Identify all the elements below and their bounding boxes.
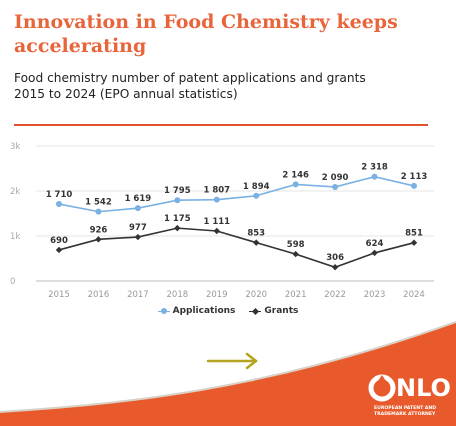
grants-data-label: 977	[129, 223, 147, 233]
applications-data-label: 1 619	[125, 194, 152, 204]
subtitle-line-1: Food chemistry number of patent applicat…	[14, 71, 366, 85]
grants-data-label: 1 111	[203, 217, 230, 227]
grants-data-label: 926	[90, 225, 108, 235]
x-tick-label: 2015	[48, 290, 70, 300]
applications-point	[332, 183, 339, 190]
applications-data-label: 2 318	[361, 163, 388, 173]
logo-wordmark: NLO	[396, 374, 451, 402]
x-tick-label: 2017	[127, 290, 149, 300]
grants-point	[253, 239, 260, 246]
grants-point	[134, 233, 142, 241]
legend-label-grants: Grants	[264, 306, 299, 316]
applications-data-label: 1 795	[164, 186, 191, 196]
applications-point	[95, 208, 102, 215]
applications-point	[134, 205, 141, 212]
legend-item-applications[interactable]: Applications	[157, 306, 236, 316]
chart-subtitle: Food chemistry number of patent applicat…	[14, 70, 434, 102]
x-tick-label: 2021	[285, 290, 307, 300]
grants-point	[55, 246, 63, 254]
arrow-right-icon	[206, 352, 258, 370]
logo-tagline-line-1: EUROPEAN PATENT AND	[374, 406, 437, 411]
legend-item-grants[interactable]: Grants	[249, 306, 298, 316]
grants-point	[371, 249, 378, 257]
applications-point	[213, 196, 220, 203]
footer-wave	[0, 322, 456, 426]
legend-swatch-applications	[157, 307, 170, 315]
grants-data-label: 1 175	[164, 214, 191, 224]
applications-point	[371, 173, 378, 180]
applications-point	[56, 201, 62, 208]
x-tick-label: 2023	[364, 290, 386, 300]
grants-point	[95, 236, 102, 243]
applications-point	[253, 192, 260, 199]
grants-data-label: 598	[287, 240, 305, 250]
grants-point	[410, 239, 418, 246]
grants-data-label: 853	[247, 229, 265, 239]
logo-tagline-line-2: TRADEMARK ATTORNEY	[374, 412, 436, 417]
grants-point	[292, 250, 299, 258]
nlo-logo-mark	[368, 374, 396, 402]
grants-point	[174, 224, 181, 232]
applications-data-label: 2 090	[322, 173, 349, 183]
x-tick-label: 2024	[403, 290, 425, 300]
grants-point	[331, 264, 339, 271]
footer-wave-edge	[0, 321, 456, 413]
applications-line	[58, 175, 415, 213]
applications-point	[411, 182, 417, 189]
applications-point	[292, 181, 299, 188]
applications-data-label: 1 894	[243, 182, 270, 192]
x-tick-label: 2020	[245, 290, 267, 300]
grants-point	[213, 227, 220, 235]
nlo-logo: NLO EUROPEAN PATENT AND TRADEMARK ATTORN…	[366, 372, 451, 422]
applications-data-label: 1 542	[85, 198, 112, 208]
x-tick-label: 2022	[324, 290, 346, 300]
applications-data-label: 1 710	[46, 190, 73, 200]
subtitle-line-2: 2015 to 2024 (EPO annual statistics)	[14, 87, 238, 101]
applications-data-label: 2 146	[282, 170, 309, 180]
y-tick-label: 0	[10, 277, 15, 287]
logo-tagline: EUROPEAN PATENT AND TRADEMARK ATTORNEY	[374, 406, 454, 418]
x-tick-label: 2018	[167, 290, 189, 300]
applications-data-label: 2 113	[401, 172, 428, 182]
applications-data-label: 1 807	[203, 186, 230, 196]
y-tick-label: 1k	[10, 232, 20, 242]
line-chart: 0 1k 2k 3k 2015 2016 2017 2018 2019 2020 2021 2022 2…	[10, 142, 434, 300]
legend-swatch-grants	[249, 307, 262, 315]
applications-point	[174, 197, 181, 204]
y-tick-label: 2k	[10, 187, 20, 197]
legend-label-applications: Applications	[172, 306, 236, 316]
grants-line	[58, 227, 415, 269]
chart-legend: Applications Grants	[0, 306, 456, 316]
grants-data-label: 306	[326, 253, 344, 263]
x-tick-label: 2019	[206, 290, 228, 300]
title-divider	[14, 124, 428, 126]
page-title: Innovation in Food Chemistry keeps accel…	[14, 11, 398, 57]
y-tick-label: 3k	[10, 142, 20, 152]
x-tick-label: 2016	[88, 290, 110, 300]
grants-data-label: 690	[50, 236, 68, 246]
grants-data-label: 624	[366, 239, 384, 249]
grants-data-label: 851	[405, 229, 423, 239]
